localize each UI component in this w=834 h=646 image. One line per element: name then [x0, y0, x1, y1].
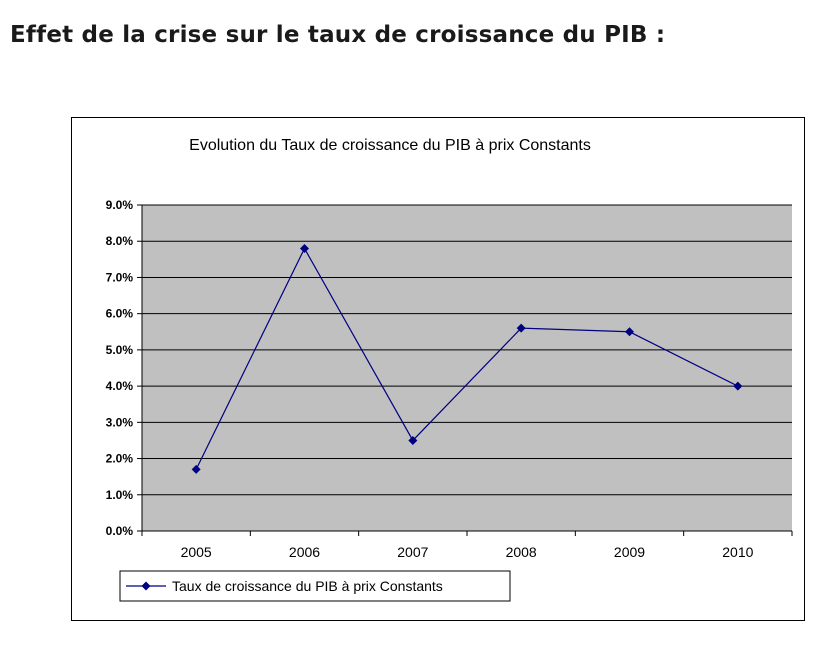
data-point: [625, 327, 634, 337]
data-point: [516, 323, 526, 333]
chart-svg: Evolution du Taux de croissance du PIB à…: [106, 137, 793, 602]
plot-background: [142, 205, 792, 531]
x-tick-label: 2008: [506, 544, 537, 560]
data-point: [733, 381, 743, 391]
series-line: [195, 247, 739, 470]
x-tick-label: 2007: [397, 544, 428, 560]
legend-marker: [141, 581, 151, 591]
y-tick-label: 1.0%: [106, 488, 134, 502]
y-tick-label: 8.0%: [106, 234, 134, 248]
y-tick-label: 9.0%: [106, 198, 134, 212]
y-tick-label: 4.0%: [106, 379, 134, 393]
x-tick-label: 2006: [289, 544, 320, 560]
page-heading: Effet de la crise sur le taux de croissa…: [10, 22, 666, 48]
data-point: [191, 464, 201, 474]
chart-container: Evolution du Taux de croissance du PIB à…: [71, 117, 805, 621]
y-tick-label: 6.0%: [106, 307, 134, 321]
legend-label: Taux de croissance du PIB à prix Constan…: [172, 578, 443, 594]
x-tick-label: 2009: [614, 544, 645, 560]
y-tick-label: 5.0%: [106, 343, 134, 357]
data-point: [408, 435, 418, 445]
legend-box: [119, 570, 511, 602]
plot-area: 0.0% 1.0% 2.0% 3.0% 4.0% 5.0% 6.0% 7.0% 8.0% 9.0%…: [106, 198, 793, 560]
y-tick-label: 7.0%: [106, 270, 134, 284]
data-point: [300, 243, 309, 253]
y-tick-label: 3.0%: [106, 415, 134, 429]
x-tick-label: 2010: [722, 544, 753, 560]
x-tick-label: 2005: [181, 544, 212, 560]
y-tick-label: 0.0%: [106, 524, 134, 538]
legend: Taux de croissance du PIB à prix Constan…: [119, 570, 511, 602]
chart-title: Evolution du Taux de croissance du PIB à…: [189, 137, 591, 154]
y-tick-label: 2.0%: [106, 452, 134, 466]
